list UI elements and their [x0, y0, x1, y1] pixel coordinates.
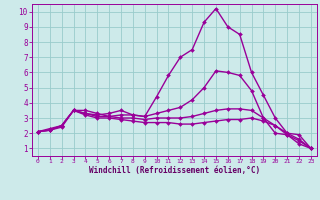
- X-axis label: Windchill (Refroidissement éolien,°C): Windchill (Refroidissement éolien,°C): [89, 166, 260, 175]
